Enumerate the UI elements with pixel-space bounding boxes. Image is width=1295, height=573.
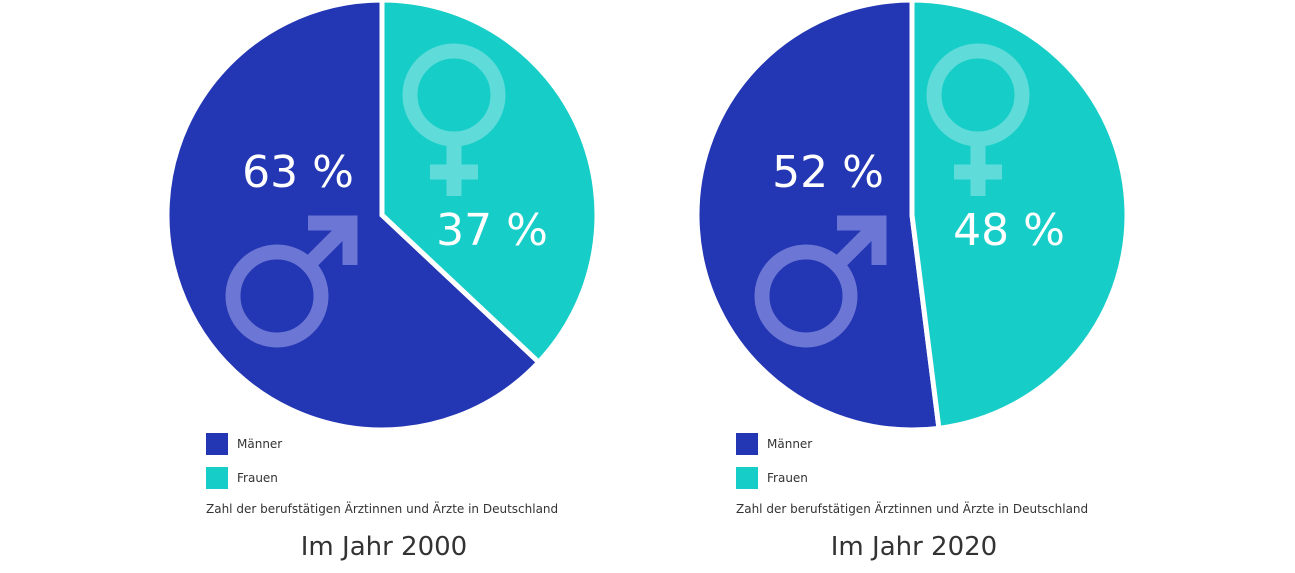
male-symbol-icon — [754, 215, 887, 348]
chart-title: Im Jahr 2020 — [830, 532, 998, 562]
label-men: 52 % — [772, 147, 884, 198]
label-women: 37 % — [436, 205, 548, 256]
male-symbol-icon — [225, 215, 358, 348]
pie-chart-2000: 63 % 37 % — [164, 0, 600, 433]
chart-panel-2000: 63 % 37 % Männer Frauen Zahl der berufst… — [124, 0, 644, 573]
legend-item-men: Männer — [206, 433, 282, 455]
slices — [164, 0, 600, 433]
slices — [694, 0, 1130, 433]
legend-item-women: Frauen — [206, 467, 278, 489]
legend-label-women: Frauen — [767, 471, 808, 485]
legend-swatch-women — [206, 467, 228, 489]
female-symbol-icon — [926, 43, 1030, 196]
chart-caption: Zahl der berufstätigen Ärztinnen und Ärz… — [206, 502, 559, 516]
pie-slice-women — [379, 0, 600, 366]
legend-swatch-men — [736, 433, 758, 455]
legend-item-men: Männer — [736, 433, 812, 455]
legend-swatch-men — [206, 433, 228, 455]
pie-slice-men — [164, 0, 543, 433]
legend-label-women: Frauen — [237, 471, 278, 485]
label-women: 48 % — [953, 205, 1065, 256]
chart-caption: Zahl der berufstätigen Ärztinnen und Ärz… — [736, 502, 1089, 516]
pie-slice-women — [909, 0, 1130, 432]
label-men: 63 % — [242, 147, 354, 198]
legend-swatch-women — [736, 467, 758, 489]
pie-slice-men — [694, 0, 942, 433]
pie-chart-2020: 52 % 48 % — [694, 0, 1130, 433]
chart-panel-2020: 52 % 48 % Männer Frauen Zahl der berufst… — [654, 0, 1174, 573]
legend-label-men: Männer — [767, 437, 813, 451]
female-symbol-icon — [402, 43, 506, 196]
legend-item-women: Frauen — [736, 467, 808, 489]
chart-title: Im Jahr 2000 — [300, 532, 468, 562]
legend-label-men: Männer — [237, 437, 283, 451]
